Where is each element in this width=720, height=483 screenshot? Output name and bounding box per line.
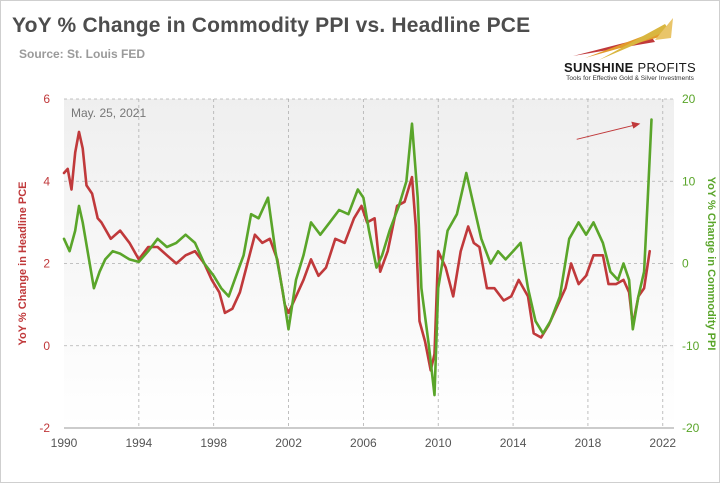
y-left-tick-label: -2: [39, 421, 50, 435]
ppi-series-line: [62, 118, 653, 397]
series-lines: [62, 118, 653, 397]
y-right-axis-title: YoY % Change in Commodity PPI: [705, 177, 717, 351]
y-left-tick-label: 0: [43, 339, 50, 353]
x-tick-label: 1994: [125, 436, 152, 450]
x-tick-label: 2022: [649, 436, 676, 450]
y-left-tick-label: 6: [43, 92, 50, 106]
x-tick-label: 2014: [500, 436, 527, 450]
annotations: May. 25, 2021: [71, 106, 641, 140]
date-annotation: May. 25, 2021: [71, 106, 146, 120]
x-tick-label: 2010: [425, 436, 452, 450]
x-tick-label: 1998: [200, 436, 227, 450]
y-left-tick-label: 4: [43, 174, 50, 188]
y-right-tick-label: 10: [682, 174, 696, 188]
x-tick-label: 2002: [275, 436, 302, 450]
chart-subtitle: Source: St. Louis FED: [19, 47, 146, 61]
chart-title: YoY % Change in Commodity PPI vs. Headli…: [12, 14, 531, 37]
y-right-tick-label: 20: [682, 92, 696, 106]
trend-arrow: [576, 124, 635, 140]
x-tick-label: 2018: [575, 436, 602, 450]
y-left-axis-title: YoY % Change in Headline PCE: [17, 181, 29, 345]
y-right-tick-label: -10: [682, 339, 700, 353]
x-tick-label: 2006: [350, 436, 377, 450]
x-tick-label: 1990: [51, 436, 78, 450]
y-right-tick-label: -20: [682, 421, 700, 435]
logo-tagline: Tools for Effective Gold & Silver Invest…: [566, 75, 694, 82]
logo-name: SUNSHINE PROFITS: [564, 60, 696, 75]
y-right-tick-label: 0: [682, 257, 689, 271]
arrow-head-icon: [631, 121, 641, 129]
sunburst-logo-icon: [573, 18, 673, 60]
y-left-tick-label: 2: [43, 257, 50, 271]
sunshine-profits-logo: SUNSHINE PROFITS Tools for Effective Gol…: [555, 14, 705, 84]
